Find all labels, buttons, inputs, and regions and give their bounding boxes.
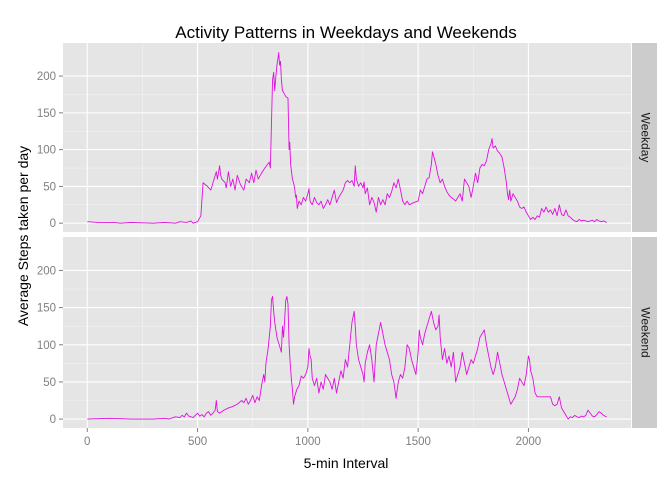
y-axis-title: Average Steps taken per day xyxy=(15,146,31,326)
x-tick-label: 0 xyxy=(84,436,90,448)
y-tick-label: 0 xyxy=(50,218,56,230)
panel-weekday: 0 50 100 150 200 Weekday xyxy=(37,43,657,232)
x-tick-label: 2000 xyxy=(516,436,542,448)
y-tick-label: 50 xyxy=(43,377,56,389)
facet-strip-label: Weekday xyxy=(638,113,652,163)
panel-background xyxy=(63,237,631,428)
y-tick-label: 100 xyxy=(37,145,56,157)
panel-weekend: 0 50 100 150 200 Weekend xyxy=(37,237,657,428)
y-tick-label: 150 xyxy=(37,303,56,315)
panel-background xyxy=(63,43,631,232)
x-tick-label: 1000 xyxy=(295,436,321,448)
x-axis-title: 5-min Interval xyxy=(304,455,389,471)
chart-title: Activity Patterns in Weekdays and Weeken… xyxy=(175,23,516,42)
series-line-weekday xyxy=(87,52,607,224)
facet-strip xyxy=(632,237,657,428)
series-line-weekend xyxy=(87,296,607,420)
x-tick-label: 1500 xyxy=(405,436,431,448)
facet-strip xyxy=(632,43,657,232)
y-tick-label: 0 xyxy=(50,414,56,426)
y-tick-label: 50 xyxy=(43,181,56,193)
y-tick-label: 200 xyxy=(37,265,56,277)
panels-layer: 0 50 100 150 200 Weekday 0 50 100 150 200 Weekend 0 5… xyxy=(37,43,657,448)
y-tick-label: 100 xyxy=(37,340,56,352)
y-tick-label: 200 xyxy=(37,71,56,83)
facet-strip-label: Weekend xyxy=(638,307,652,357)
x-tick-label: 500 xyxy=(188,436,207,448)
y-tick-label: 150 xyxy=(37,108,56,120)
